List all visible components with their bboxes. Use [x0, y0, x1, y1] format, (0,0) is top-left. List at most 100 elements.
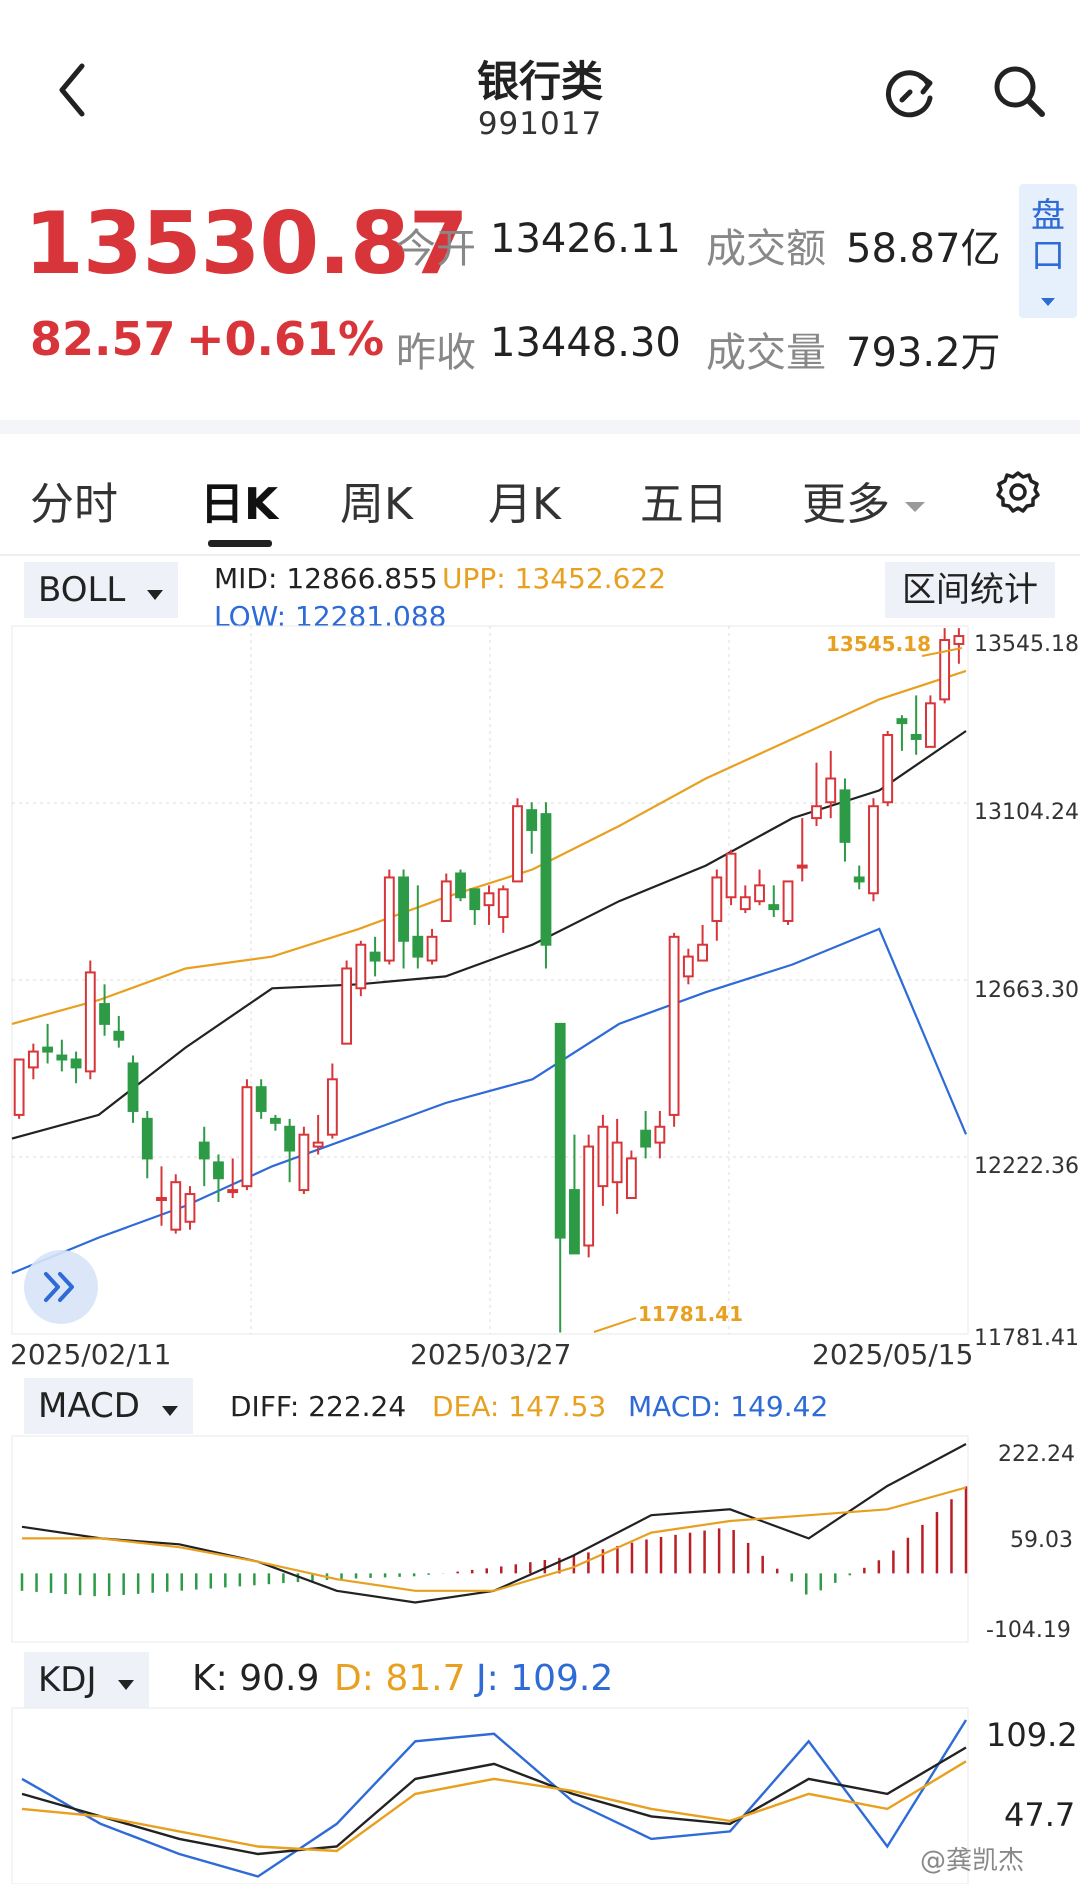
- boll-low-value: 12281.088: [295, 600, 447, 633]
- gear-icon[interactable]: [996, 470, 1040, 514]
- candle-body: [84, 971, 96, 1073]
- boll-mid: MID: 12866.855: [214, 562, 438, 595]
- macd-dea-value: 147.53: [508, 1390, 607, 1423]
- watermark: @龚凯杰: [920, 1846, 1025, 1876]
- candle-body: [896, 718, 908, 725]
- pankou-button[interactable]: 盘 口: [1019, 184, 1077, 318]
- back-arrow-icon[interactable]: [52, 60, 92, 120]
- boll-low: LOW: 12281.088: [214, 600, 446, 633]
- candle-body: [811, 805, 822, 820]
- y-tick: 47.7: [1004, 1796, 1076, 1834]
- kdj-j-value: 109.2: [510, 1658, 614, 1699]
- date-label: 2025/03/27: [410, 1338, 572, 1371]
- kline-chart[interactable]: [0, 624, 1080, 1372]
- candle-body: [99, 1003, 110, 1025]
- amount-value: 58.87亿: [846, 226, 1001, 272]
- min-price-label: 11781.41: [638, 1302, 744, 1326]
- candle-body: [312, 1141, 324, 1148]
- kdj-selector[interactable]: KDJ: [24, 1652, 150, 1708]
- candle-body: [383, 876, 395, 962]
- candle-body: [654, 1125, 666, 1144]
- macd-macd-label: MACD:: [628, 1390, 722, 1423]
- y-tick: 11781.41: [974, 1326, 1079, 1351]
- macd-selector-label: MACD: [38, 1386, 140, 1426]
- candle-body: [369, 951, 381, 962]
- macd-macd-value: 149.42: [730, 1390, 829, 1423]
- candle-body: [839, 789, 851, 843]
- tab-monthly-k[interactable]: 月K: [488, 479, 561, 530]
- candle-body: [341, 967, 353, 1045]
- candle-body: [141, 1117, 153, 1160]
- candle-body: [70, 1058, 82, 1069]
- price-change-percent: +0.61%: [186, 312, 385, 366]
- range-statistics-button[interactable]: 区间统计: [885, 562, 1055, 618]
- kdj-d-value: 81.7: [385, 1658, 466, 1699]
- candle-body: [298, 1133, 310, 1192]
- kdj-j: J: 109.2: [476, 1658, 613, 1699]
- candle-body: [611, 1141, 623, 1184]
- refresh-icon[interactable]: [880, 64, 938, 122]
- boll-low-label: LOW:: [214, 600, 287, 633]
- active-tab-indicator: [208, 540, 272, 547]
- candle-body: [255, 1086, 267, 1112]
- candle-body: [42, 1046, 54, 1053]
- stock-code: 991017: [477, 106, 603, 142]
- candle-body: [682, 955, 694, 978]
- candle-body: [796, 864, 808, 869]
- search-icon[interactable]: [990, 62, 1048, 120]
- candle-body: [540, 813, 552, 946]
- max-pointer: [921, 647, 963, 657]
- candle-body: [483, 892, 495, 907]
- candle-body: [284, 1125, 296, 1152]
- candle-body: [56, 1054, 68, 1061]
- volume-label: 成交量: [706, 330, 826, 376]
- candle-body: [853, 876, 865, 883]
- candle-body: [910, 733, 922, 740]
- caret-down-icon: [905, 502, 925, 512]
- macd-chart[interactable]: [0, 1434, 1080, 1644]
- tab-daily-k[interactable]: 日K: [200, 479, 279, 530]
- candle-body: [440, 880, 452, 922]
- y-tick: 109.2: [986, 1716, 1078, 1754]
- tab-more[interactable]: 更多: [802, 468, 926, 532]
- candle-body: [625, 1157, 637, 1200]
- tab-intraday[interactable]: 分时: [30, 479, 118, 530]
- date-label: 2025/02/11: [10, 1338, 172, 1371]
- caret-down-icon: [1041, 298, 1055, 306]
- boll-mid-value: 12866.855: [286, 562, 438, 595]
- candle-body: [170, 1181, 182, 1231]
- tab-weekly-k[interactable]: 周K: [340, 479, 413, 530]
- open-value: 13426.11: [490, 216, 681, 262]
- macd-macd: MACD: 149.42: [628, 1390, 828, 1423]
- kdj-j-label: J:: [476, 1658, 499, 1699]
- tab-five-day[interactable]: 五日: [640, 479, 728, 530]
- boll-upp-value: 13452.622: [514, 562, 667, 595]
- open-label: 今开: [396, 226, 476, 272]
- candle-body: [554, 1022, 566, 1239]
- boll-upp-label: UPP:: [442, 562, 506, 595]
- candle-body: [13, 1058, 25, 1116]
- macd-diff-label: DIFF:: [230, 1390, 300, 1423]
- candle-body: [512, 805, 523, 883]
- prev-close-value: 13448.30: [490, 320, 681, 366]
- expand-button[interactable]: [24, 1250, 98, 1324]
- candle-body: [213, 1161, 224, 1180]
- kdj-chart[interactable]: [0, 1706, 1080, 1884]
- candle-body: [497, 888, 509, 919]
- tab-divider: [0, 554, 1080, 556]
- candle-body: [939, 639, 951, 701]
- candle-body: [739, 896, 751, 911]
- chart-frame: [11, 1707, 969, 1884]
- y-tick: 59.03: [1010, 1528, 1073, 1553]
- boll-selector[interactable]: BOLL: [24, 562, 179, 618]
- macd-selector[interactable]: MACD: [24, 1378, 193, 1434]
- candle-body: [668, 935, 680, 1116]
- y-tick: 222.24: [998, 1442, 1075, 1467]
- candle-body: [597, 1125, 609, 1188]
- candle-body: [241, 1086, 253, 1188]
- kdj-d-label: D:: [334, 1658, 374, 1699]
- candle-body: [697, 943, 708, 962]
- candle-body: [326, 1078, 338, 1136]
- boll-upp: UPP: 13452.622: [442, 562, 666, 595]
- candle-body: [868, 805, 879, 895]
